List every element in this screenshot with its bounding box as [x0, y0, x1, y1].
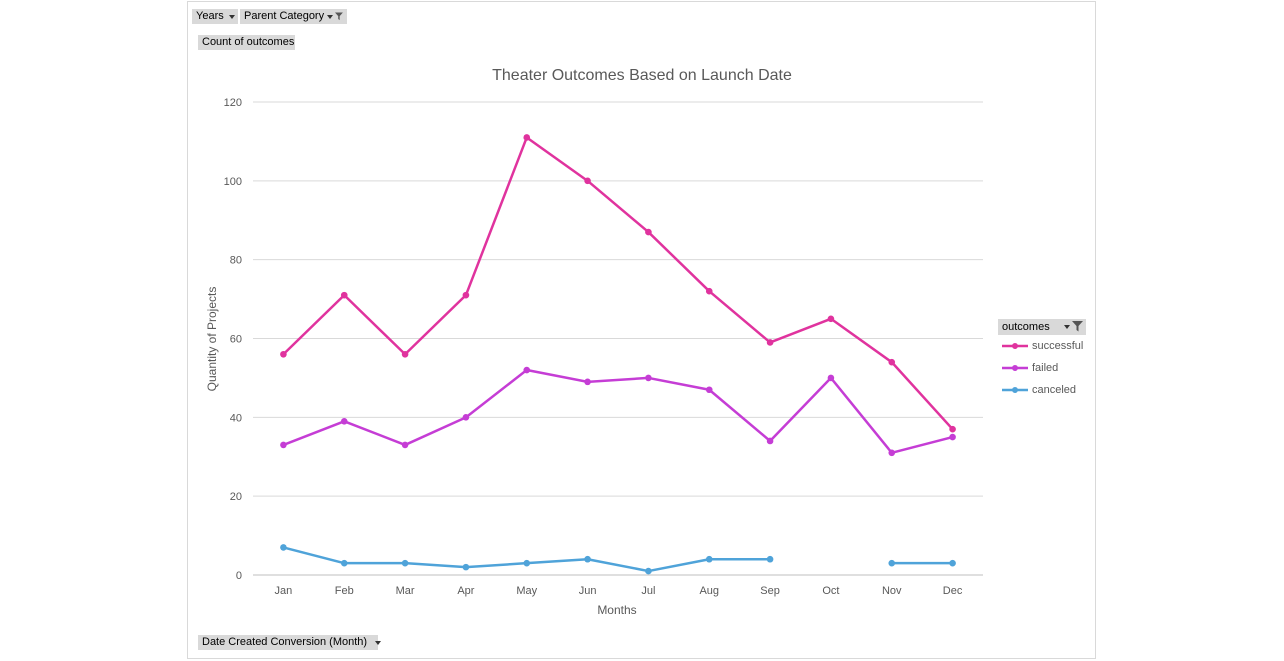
y-tick-label: 40 [230, 412, 242, 424]
x-tick-label: May [516, 585, 537, 597]
value-field-label: Count of outcomes [202, 36, 295, 48]
x-tick-label: Apr [457, 585, 474, 597]
y-tick-label: 20 [230, 491, 242, 503]
data-point[interactable] [705, 386, 713, 394]
series-lines [280, 134, 956, 575]
data-point[interactable] [340, 559, 348, 567]
data-point[interactable] [766, 555, 774, 563]
data-point[interactable] [949, 425, 956, 433]
data-point[interactable] [705, 287, 713, 295]
series-line [283, 546, 771, 573]
data-point[interactable] [523, 366, 531, 374]
x-tick-label: Aug [699, 585, 719, 597]
gridlines [253, 101, 983, 576]
data-point[interactable] [401, 559, 409, 567]
y-tick-label: 60 [230, 334, 242, 346]
value-field-button[interactable]: Count of outcomes [198, 35, 295, 50]
legend: outcomes successful failed canceled [998, 319, 1086, 401]
data-point[interactable] [462, 414, 470, 421]
legend-label: successful [1032, 340, 1084, 352]
legend-header-label: outcomes [1002, 321, 1050, 333]
data-point[interactable] [340, 417, 348, 425]
data-point[interactable] [584, 555, 591, 563]
data-point[interactable] [523, 559, 531, 567]
x-tick-label: Sep [760, 585, 780, 597]
data-point[interactable] [645, 374, 652, 382]
legend-line-marker-icon [1002, 387, 1028, 393]
series-successful [280, 134, 956, 433]
chart-title: Theater Outcomes Based on Launch Date [492, 67, 792, 84]
parent-category-filter-button[interactable]: Parent Category [240, 9, 347, 24]
filter-funnel-icon [335, 12, 343, 21]
data-point[interactable] [280, 350, 287, 358]
legend-label: canceled [1032, 384, 1077, 396]
x-tick-label: Oct [822, 585, 839, 597]
data-point[interactable] [584, 177, 591, 185]
parent-category-filter-label: Parent Category [244, 10, 325, 22]
axis-field-button[interactable]: Date Created Conversion (Month) [198, 635, 382, 650]
y-tick-label: 80 [230, 255, 242, 267]
legend-item-successful: successful [998, 335, 1086, 357]
series-line [282, 136, 954, 430]
x-tick-label: Jun [579, 585, 597, 597]
data-point[interactable] [645, 567, 652, 575]
dropdown-arrow-icon [1064, 324, 1070, 329]
x-tick-label: Nov [882, 585, 902, 597]
pivot-chart-frame [187, 1, 1096, 659]
x-tick-label: Dec [943, 585, 963, 597]
dropdown-arrow-icon [327, 14, 334, 19]
data-point[interactable] [705, 555, 713, 563]
data-point[interactable] [888, 358, 896, 366]
data-point[interactable] [827, 315, 835, 323]
x-tick-label: Jan [275, 585, 293, 597]
y-tick-label: 100 [224, 176, 242, 188]
data-point[interactable] [888, 559, 896, 567]
data-point[interactable] [584, 378, 591, 386]
data-point[interactable] [523, 134, 531, 141]
series-line [282, 368, 953, 455]
data-point[interactable] [766, 339, 774, 346]
data-point[interactable] [949, 559, 956, 567]
data-point[interactable] [280, 544, 287, 551]
data-point[interactable] [280, 441, 287, 449]
data-point[interactable] [462, 291, 470, 299]
x-tick-label: Feb [335, 585, 354, 597]
data-point[interactable] [888, 449, 896, 457]
axis-field-label: Date Created Conversion (Month) [202, 636, 368, 648]
dropdown-arrow-icon [228, 14, 235, 19]
series-failed [280, 366, 956, 457]
dropdown-arrow-icon [375, 640, 382, 645]
legend-item-canceled: canceled [998, 379, 1086, 401]
y-tick-label: 120 [224, 97, 242, 109]
years-filter-button[interactable]: Years [192, 9, 238, 24]
series-canceled [280, 544, 956, 575]
filter-funnel-icon [1072, 321, 1083, 332]
legend-item-failed: failed [998, 357, 1086, 379]
data-point[interactable] [340, 291, 348, 299]
y-axis-label: Quantity of Projects [205, 287, 219, 392]
y-axis-ticks: 0 20 40 60 80 100 120 [224, 97, 242, 582]
data-point[interactable] [645, 228, 652, 236]
data-point[interactable] [766, 437, 774, 445]
data-point[interactable] [462, 563, 470, 571]
data-point[interactable] [401, 441, 409, 449]
y-tick-label: 0 [236, 570, 242, 582]
x-axis-ticks: Jan Feb Mar Apr May Jun Jul Aug Sep Oct Nov Dec [275, 585, 963, 597]
years-filter-label: Years [196, 10, 224, 22]
x-tick-label: Jul [641, 585, 655, 597]
legend-line-marker-icon [1002, 365, 1028, 371]
legend-field-button[interactable]: outcomes [998, 319, 1086, 335]
data-point[interactable] [949, 433, 956, 441]
legend-label: failed [1032, 362, 1059, 374]
legend-line-marker-icon [1002, 343, 1028, 349]
data-point[interactable] [401, 350, 409, 358]
x-tick-label: Mar [396, 585, 415, 597]
x-axis-label: Months [597, 603, 636, 617]
data-point[interactable] [827, 374, 835, 382]
